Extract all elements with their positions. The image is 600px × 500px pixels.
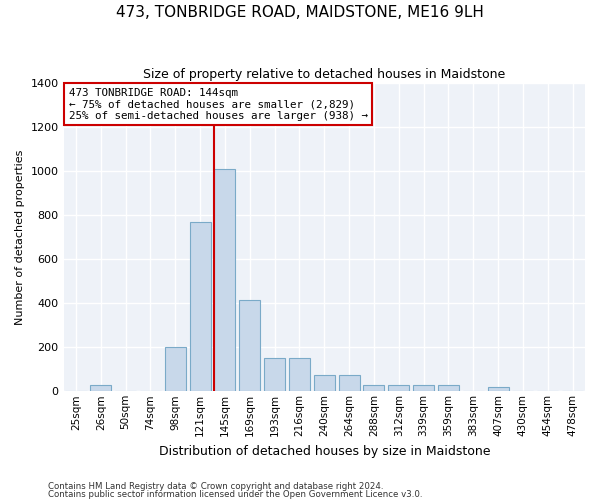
Text: Contains public sector information licensed under the Open Government Licence v3: Contains public sector information licen… bbox=[48, 490, 422, 499]
Bar bbox=[165, 347, 186, 392]
Bar bbox=[338, 375, 359, 392]
X-axis label: Distribution of detached houses by size in Maidstone: Distribution of detached houses by size … bbox=[158, 444, 490, 458]
Bar bbox=[314, 375, 335, 392]
Bar bbox=[438, 384, 459, 392]
Bar bbox=[90, 384, 112, 392]
Title: Size of property relative to detached houses in Maidstone: Size of property relative to detached ho… bbox=[143, 68, 505, 80]
Bar bbox=[413, 384, 434, 392]
Y-axis label: Number of detached properties: Number of detached properties bbox=[15, 150, 25, 325]
Bar bbox=[488, 387, 509, 392]
Bar bbox=[364, 384, 385, 392]
Text: 473 TONBRIDGE ROAD: 144sqm
← 75% of detached houses are smaller (2,829)
25% of s: 473 TONBRIDGE ROAD: 144sqm ← 75% of deta… bbox=[69, 88, 368, 121]
Text: Contains HM Land Registry data © Crown copyright and database right 2024.: Contains HM Land Registry data © Crown c… bbox=[48, 482, 383, 491]
Bar bbox=[289, 358, 310, 392]
Bar bbox=[264, 358, 285, 392]
Bar bbox=[388, 384, 409, 392]
Bar bbox=[190, 222, 211, 392]
Bar bbox=[214, 169, 235, 392]
Bar bbox=[239, 300, 260, 392]
Text: 473, TONBRIDGE ROAD, MAIDSTONE, ME16 9LH: 473, TONBRIDGE ROAD, MAIDSTONE, ME16 9LH bbox=[116, 5, 484, 20]
